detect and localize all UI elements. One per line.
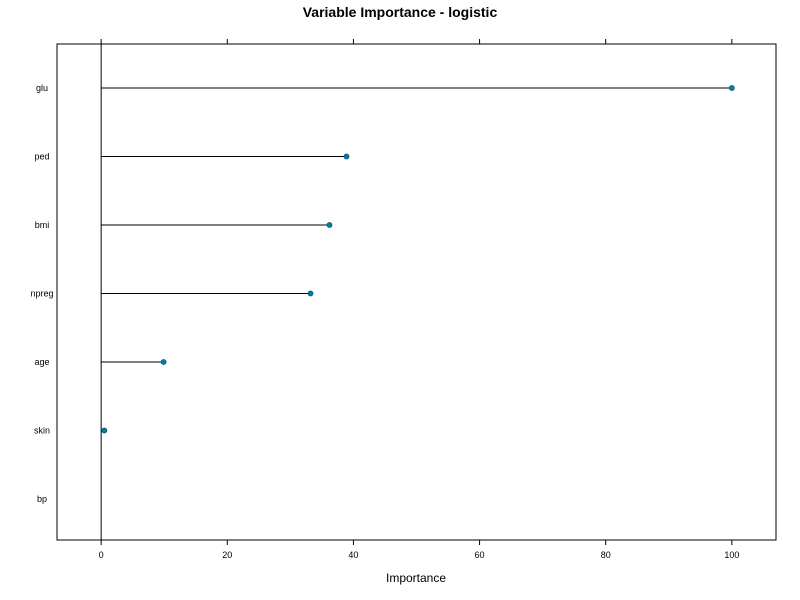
chart-title: Variable Importance - logistic: [303, 4, 498, 20]
x-tick-label: 40: [348, 550, 358, 560]
x-tick-label: 100: [724, 550, 739, 560]
category-label-ped: ped: [34, 152, 49, 162]
importance-points: [101, 85, 735, 434]
x-tick-labels: 0 20 40 60 80 100: [99, 550, 740, 560]
x-tick-label: 0: [99, 550, 104, 560]
point-skin: [101, 427, 108, 434]
category-labels: glu ped bmi npreg age skin bp: [30, 83, 53, 504]
category-label-age: age: [34, 357, 49, 367]
point-npreg: [307, 290, 314, 297]
category-label-npreg: npreg: [30, 289, 53, 299]
point-bmi: [326, 222, 333, 228]
x-tick-label: 20: [222, 550, 232, 560]
point-ped: [343, 153, 350, 160]
x-tick-label: 60: [475, 550, 485, 560]
x-axis-title: Importance: [386, 571, 446, 585]
top-axis-ticks: [100, 39, 733, 44]
category-label-bmi: bmi: [35, 220, 50, 230]
category-label-glu: glu: [36, 83, 48, 93]
bottom-axis-ticks: [100, 540, 733, 545]
x-tick-label: 80: [601, 550, 611, 560]
category-label-skin: skin: [34, 426, 50, 436]
point-age: [160, 359, 167, 365]
point-glu: [728, 85, 735, 91]
plot-frame: [56, 43, 777, 541]
category-label-bp: bp: [37, 494, 47, 504]
importance-stems: [101, 87, 732, 363]
